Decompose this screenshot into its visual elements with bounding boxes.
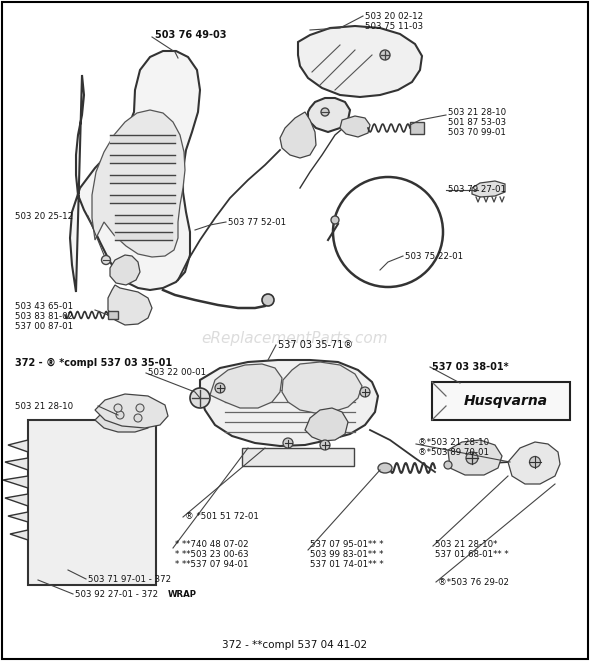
Text: 503 21 28-10: 503 21 28-10 [15,402,73,411]
Text: 503 76 49-03: 503 76 49-03 [155,30,227,40]
Text: 372 - ® *compl 537 03 35-01: 372 - ® *compl 537 03 35-01 [15,358,172,368]
Bar [108,311,118,319]
Text: 537 07 95-01** *: 537 07 95-01** * [310,540,384,549]
Polygon shape [448,440,502,475]
Polygon shape [5,494,28,506]
Circle shape [466,452,478,464]
Text: 503 21 28-10*: 503 21 28-10* [435,540,497,549]
Ellipse shape [378,463,392,473]
Text: ®*503 89 70-01: ®*503 89 70-01 [418,448,489,457]
Text: * **503 23 00-63: * **503 23 00-63 [175,550,248,559]
Text: WRAP: WRAP [168,590,197,599]
Bar [432,382,570,420]
Text: Husqvarna: Husqvarna [464,394,548,408]
Text: 503 20 25-12: 503 20 25-12 [15,212,73,221]
Circle shape [262,294,274,306]
Polygon shape [8,512,28,522]
Circle shape [134,414,142,422]
Text: 503 83 81-02: 503 83 81-02 [15,312,73,321]
Circle shape [331,216,339,224]
Circle shape [136,404,144,412]
Circle shape [215,383,225,393]
Circle shape [360,387,370,397]
Text: 503 99 83-01** *: 503 99 83-01** * [310,550,384,559]
Polygon shape [280,112,316,158]
Text: 537 00 87-01: 537 00 87-01 [15,322,73,331]
Circle shape [321,108,329,116]
Polygon shape [200,360,378,446]
Text: 503 70 99-01: 503 70 99-01 [448,128,506,137]
Text: ® *501 51 72-01: ® *501 51 72-01 [185,512,259,521]
Polygon shape [95,405,155,432]
Text: 372 - **compl 537 04 41-02: 372 - **compl 537 04 41-02 [222,640,368,650]
Text: * **740 48 07-02: * **740 48 07-02 [175,540,248,549]
Polygon shape [508,442,560,484]
Text: ®*503 76 29-02: ®*503 76 29-02 [438,578,509,587]
Polygon shape [210,364,282,408]
Circle shape [529,457,540,467]
Text: 503 75 22-01: 503 75 22-01 [405,252,463,261]
Polygon shape [70,51,200,292]
Polygon shape [3,476,28,488]
Circle shape [380,50,390,60]
Text: 503 20 02-12: 503 20 02-12 [365,12,423,21]
Text: 503 92 27-01 - 372: 503 92 27-01 - 372 [75,590,161,599]
Circle shape [320,440,330,450]
Circle shape [114,404,122,412]
Circle shape [283,438,293,448]
Polygon shape [472,181,505,197]
Polygon shape [305,408,348,441]
Polygon shape [5,458,28,470]
Circle shape [444,461,452,469]
FancyBboxPatch shape [242,448,354,466]
Circle shape [190,388,210,408]
Polygon shape [340,116,370,137]
Text: * **537 07 94-01: * **537 07 94-01 [175,560,248,569]
Polygon shape [95,394,168,428]
Polygon shape [108,285,152,325]
Text: ®*503 21 28-10: ®*503 21 28-10 [418,438,489,447]
Text: 537 01 68-01** *: 537 01 68-01** * [435,550,509,559]
Text: 503 75 11-03: 503 75 11-03 [365,22,423,31]
Bar [28,420,156,585]
Text: 537 03 38-01*: 537 03 38-01* [432,362,509,372]
Text: 503 43 65-01: 503 43 65-01 [15,302,73,311]
Polygon shape [298,26,422,97]
Polygon shape [10,530,28,540]
Polygon shape [110,255,140,285]
Polygon shape [92,110,185,257]
Text: 503 77 52-01: 503 77 52-01 [228,218,286,227]
Text: 503 79 27-01: 503 79 27-01 [448,185,506,194]
Circle shape [101,256,110,264]
Text: eReplacementParts.com: eReplacementParts.com [202,330,388,346]
Text: 537 01 74-01** *: 537 01 74-01** * [310,560,384,569]
Polygon shape [308,98,350,132]
Polygon shape [8,440,28,452]
Text: 503 71 97-01 - 372: 503 71 97-01 - 372 [88,575,171,584]
Text: 537 03 35-71®: 537 03 35-71® [278,340,353,350]
Text: 503 21 28-10: 503 21 28-10 [448,108,506,117]
Text: 503 22 00-01: 503 22 00-01 [148,368,206,377]
Bar [410,122,424,134]
Circle shape [116,411,124,419]
Text: 501 87 53-03: 501 87 53-03 [448,118,506,127]
Polygon shape [282,362,362,413]
